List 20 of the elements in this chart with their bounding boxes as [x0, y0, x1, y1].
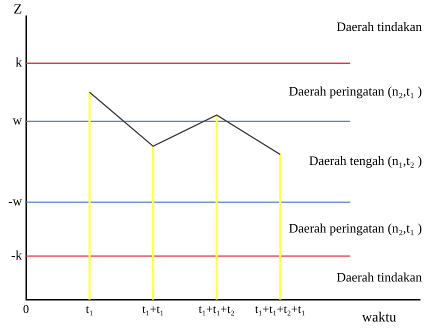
text: Daerah tindakan	[336, 19, 422, 34]
ref-line-label: -w	[8, 194, 23, 209]
x-tick-label: t₁+t₁+t₂	[198, 302, 235, 316]
x-tick-label: t₁+t₁	[142, 302, 164, 316]
text: Z	[13, 2, 22, 18]
annotation: Daerah peringatan (n₂,t₁ )	[288, 220, 422, 236]
bar	[279, 154, 282, 300]
ref-line-label: w	[12, 112, 23, 128]
bar	[152, 146, 154, 300]
x-tick-label: t₁+t₁+t₂+t₁	[255, 302, 306, 316]
annotation: Daerah tindakan	[336, 269, 422, 284]
x-axis-title: waktu	[362, 310, 396, 326]
annotation: Daerah peringatan (n₂,t₁ )	[288, 84, 422, 99]
bar	[88, 92, 91, 300]
x-tick-label: 0	[23, 302, 29, 316]
x-tick-label: t₁	[86, 302, 94, 316]
bar	[216, 114, 218, 300]
ref-line-label: k	[16, 54, 22, 70]
ref-line-label: -k	[11, 247, 22, 262]
annotation: Daerah tengah (n₁,t₂ )	[308, 153, 422, 168]
